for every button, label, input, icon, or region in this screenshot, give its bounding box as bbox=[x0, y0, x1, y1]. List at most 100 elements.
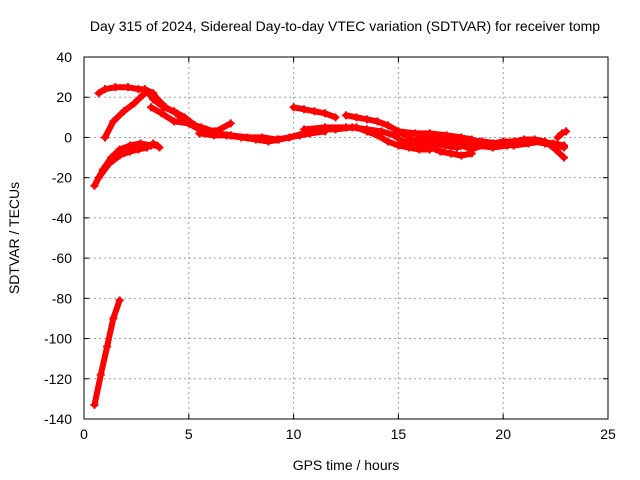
data-point bbox=[536, 137, 545, 146]
data-point bbox=[559, 141, 568, 150]
data-point bbox=[553, 133, 562, 142]
data-point bbox=[457, 151, 466, 160]
chart-title: Day 315 of 2024, Sidereal Day-to-day VTE… bbox=[90, 18, 600, 34]
data-point bbox=[436, 147, 445, 156]
data-point bbox=[352, 123, 361, 132]
data-point bbox=[115, 151, 124, 160]
data-point bbox=[509, 141, 518, 150]
data-point bbox=[310, 107, 319, 116]
y-tick-label: -20 bbox=[52, 170, 72, 186]
data-point bbox=[383, 137, 392, 146]
data-point bbox=[478, 137, 487, 146]
data-point bbox=[258, 133, 267, 142]
data-point bbox=[289, 103, 298, 112]
data-point bbox=[170, 117, 179, 126]
data-point bbox=[153, 95, 162, 104]
data-point bbox=[184, 119, 193, 128]
data-point bbox=[147, 103, 156, 112]
data-point bbox=[115, 296, 124, 305]
x-axis-label: GPS time / hours bbox=[293, 457, 400, 473]
plot-frame bbox=[83, 56, 609, 420]
data-point bbox=[321, 123, 330, 132]
data-point bbox=[111, 83, 120, 92]
data-point bbox=[197, 123, 206, 132]
data-point bbox=[321, 109, 330, 118]
x-tick-label: 5 bbox=[185, 426, 193, 442]
data-point bbox=[96, 370, 105, 379]
x-tick-label: 20 bbox=[495, 426, 511, 442]
data-point bbox=[425, 143, 434, 152]
x-tick-label: 25 bbox=[600, 426, 616, 442]
data-point bbox=[390, 131, 399, 140]
series-band bbox=[91, 297, 123, 408]
data-point bbox=[105, 159, 114, 168]
data-point bbox=[149, 89, 158, 98]
x-tick-label: 15 bbox=[391, 426, 407, 442]
data-point bbox=[100, 85, 109, 94]
y-tick-label: -140 bbox=[44, 411, 72, 427]
data-point bbox=[446, 149, 455, 158]
data-point bbox=[161, 103, 170, 112]
data-point bbox=[342, 111, 350, 120]
data-point bbox=[157, 109, 166, 118]
y-tick-label: -40 bbox=[52, 210, 72, 226]
y-tick-label: 0 bbox=[64, 129, 72, 145]
data-point bbox=[549, 139, 558, 148]
data-point bbox=[446, 133, 455, 142]
data-point bbox=[140, 85, 149, 94]
data-point bbox=[126, 147, 135, 156]
data-point bbox=[226, 131, 235, 140]
y-tick-label: -80 bbox=[52, 290, 72, 306]
data-point bbox=[495, 139, 504, 148]
data-point bbox=[362, 115, 371, 124]
data-point bbox=[90, 181, 99, 190]
series-arc-15 bbox=[553, 127, 571, 142]
data-point bbox=[243, 133, 252, 142]
data-point bbox=[124, 83, 133, 92]
data-point bbox=[272, 135, 281, 144]
data-point bbox=[155, 143, 164, 152]
data-point bbox=[373, 131, 382, 140]
y-tick-label: -120 bbox=[44, 371, 72, 387]
data-point bbox=[109, 314, 118, 323]
data-point bbox=[94, 89, 103, 98]
data-point bbox=[436, 135, 445, 144]
data-point bbox=[138, 91, 147, 100]
data-point bbox=[559, 153, 568, 162]
data-point bbox=[467, 145, 476, 154]
data-point bbox=[411, 129, 420, 138]
data-point bbox=[94, 173, 103, 182]
data-point bbox=[103, 342, 112, 351]
data-point bbox=[524, 139, 533, 148]
data-point bbox=[373, 117, 382, 126]
series-arc-14 bbox=[446, 133, 568, 150]
data-point bbox=[463, 135, 472, 144]
data-point bbox=[557, 129, 566, 138]
y-tick-label: 20 bbox=[56, 89, 72, 105]
data-point bbox=[130, 99, 139, 108]
series-arc-3 bbox=[94, 139, 164, 182]
data-point bbox=[195, 129, 204, 138]
y-tick-label: 40 bbox=[56, 49, 72, 65]
data-point bbox=[300, 125, 309, 134]
data-point bbox=[383, 121, 392, 130]
data-point bbox=[362, 127, 371, 136]
data-point bbox=[119, 107, 128, 116]
x-tick-label: 10 bbox=[286, 426, 302, 442]
data-point bbox=[300, 105, 309, 114]
y-axis-label: SDTVAR / TECUs bbox=[6, 182, 22, 294]
data-point bbox=[331, 113, 340, 122]
series-arc-9 bbox=[300, 123, 434, 154]
series-arc-8 bbox=[289, 103, 340, 122]
data-point bbox=[142, 143, 151, 152]
data-point bbox=[285, 133, 294, 142]
data-series bbox=[90, 83, 571, 409]
data-point bbox=[134, 145, 143, 154]
data-point bbox=[90, 400, 99, 409]
data-point bbox=[342, 123, 350, 132]
data-point bbox=[209, 131, 218, 140]
axis-ticks: 0 5 10 15 20 25 40 20 0 -20 -40 -60 -80 -100 -120 -140 bbox=[44, 49, 616, 442]
data-point bbox=[404, 143, 413, 152]
data-point bbox=[377, 127, 386, 136]
